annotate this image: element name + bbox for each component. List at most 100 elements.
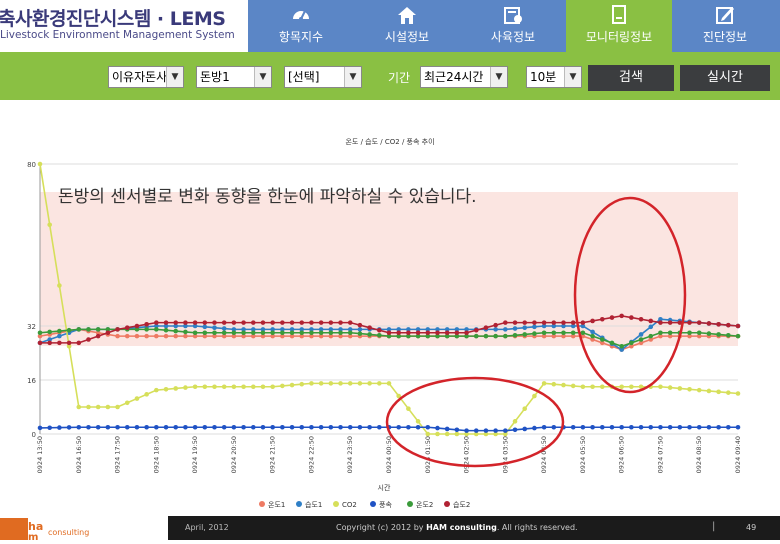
data-point <box>735 323 741 329</box>
data-point <box>425 431 431 437</box>
data-point <box>629 343 634 349</box>
data-point <box>338 424 343 430</box>
calendar-icon <box>460 4 566 26</box>
data-point <box>541 320 547 325</box>
room-select[interactable]: 돈방1 ▼ <box>196 66 272 88</box>
data-point <box>706 424 712 430</box>
data-point <box>144 333 149 339</box>
data-point <box>415 330 421 336</box>
chart-series <box>37 161 741 437</box>
data-point <box>522 320 528 325</box>
data-point <box>154 323 159 329</box>
data-point <box>580 333 586 339</box>
data-point <box>444 327 450 332</box>
nav-item-diagnosis[interactable]: 진단정보 <box>672 0 778 52</box>
data-point <box>493 327 498 332</box>
data-point <box>493 431 498 437</box>
data-point <box>483 333 489 339</box>
nav-item-breeding[interactable]: 사육정보 <box>460 0 566 52</box>
data-point <box>338 320 343 325</box>
nav-item-facility[interactable]: 시설정보 <box>354 0 460 52</box>
legend-marker <box>259 501 265 507</box>
data-point <box>532 320 537 325</box>
data-point <box>144 327 149 332</box>
data-point <box>454 330 460 336</box>
data-point <box>202 324 208 330</box>
data-point <box>260 330 266 336</box>
data-point <box>396 393 401 399</box>
data-point <box>76 404 82 410</box>
data-point <box>726 332 731 338</box>
data-point <box>231 327 237 332</box>
legend-marker <box>407 501 413 507</box>
data-point <box>270 333 275 339</box>
nav-item-index[interactable]: 항목지수 <box>248 0 354 52</box>
data-point <box>638 332 644 337</box>
data-point <box>464 330 469 336</box>
realtime-button[interactable]: 실시간 <box>680 65 770 91</box>
normal-band <box>40 192 738 346</box>
data-point <box>66 340 72 346</box>
data-point <box>173 323 179 329</box>
chart-svg: 온도 / 습도 / CO2 / 풍속 추이 0 16 32 80 0924 13:50… <box>27 137 742 509</box>
data-point <box>473 333 479 339</box>
data-point <box>551 320 557 325</box>
data-point <box>464 333 469 339</box>
data-point <box>726 390 731 395</box>
data-point <box>241 330 246 336</box>
x-tick-label: 0924 19:50 <box>191 436 199 473</box>
data-point <box>658 384 663 390</box>
nav-label: 사육정보 <box>490 30 536 44</box>
data-point <box>609 340 615 346</box>
data-point <box>260 327 266 332</box>
data-point <box>667 424 673 430</box>
data-point <box>250 330 256 336</box>
data-point <box>609 315 615 320</box>
period-label: 기간 <box>388 71 411 85</box>
data-point <box>221 320 227 325</box>
data-point <box>687 386 692 392</box>
data-point <box>289 424 295 430</box>
sensor-select[interactable]: [선택] ▼ <box>284 66 362 88</box>
data-point <box>503 428 508 433</box>
data-point <box>580 384 586 390</box>
data-point <box>192 384 198 390</box>
data-point <box>154 424 159 430</box>
data-point <box>406 333 411 339</box>
data-point <box>57 425 62 430</box>
nav-label: 진단정보 <box>702 30 748 44</box>
data-point <box>163 320 169 325</box>
data-point <box>202 424 208 430</box>
x-tick-label: 0924 22:50 <box>307 436 315 473</box>
legend-marker <box>444 501 450 507</box>
interval-select[interactable]: 10분 ▼ <box>526 66 582 88</box>
data-point <box>638 340 644 346</box>
search-button[interactable]: 검색 <box>588 65 674 91</box>
period-select[interactable]: 최근24시간 ▼ <box>420 66 508 88</box>
data-point <box>726 322 731 328</box>
data-point <box>134 327 140 332</box>
nav-item-monitoring[interactable]: 모니터링정보 <box>566 0 672 52</box>
data-point <box>95 333 101 339</box>
data-point <box>76 340 82 346</box>
data-point <box>367 381 372 386</box>
data-point <box>561 333 566 339</box>
x-tick-label: 0924 16:50 <box>75 436 83 473</box>
data-point <box>250 327 256 332</box>
data-point <box>221 326 227 331</box>
data-point <box>667 333 673 339</box>
app-title: 축사환경진단시스템 · LEMS <box>0 8 226 30</box>
data-point <box>154 320 159 325</box>
data-point <box>212 424 217 430</box>
data-point <box>590 424 595 430</box>
data-point <box>512 427 518 433</box>
data-point <box>299 333 305 339</box>
series-온도2 <box>37 327 741 349</box>
data-point <box>464 327 469 332</box>
data-point <box>260 320 266 325</box>
farm-select[interactable]: 이유자돈사 ▼ <box>108 66 184 88</box>
data-point <box>221 424 227 430</box>
data-point <box>658 330 663 336</box>
page-number: 49 <box>746 523 757 532</box>
data-point <box>124 400 130 406</box>
